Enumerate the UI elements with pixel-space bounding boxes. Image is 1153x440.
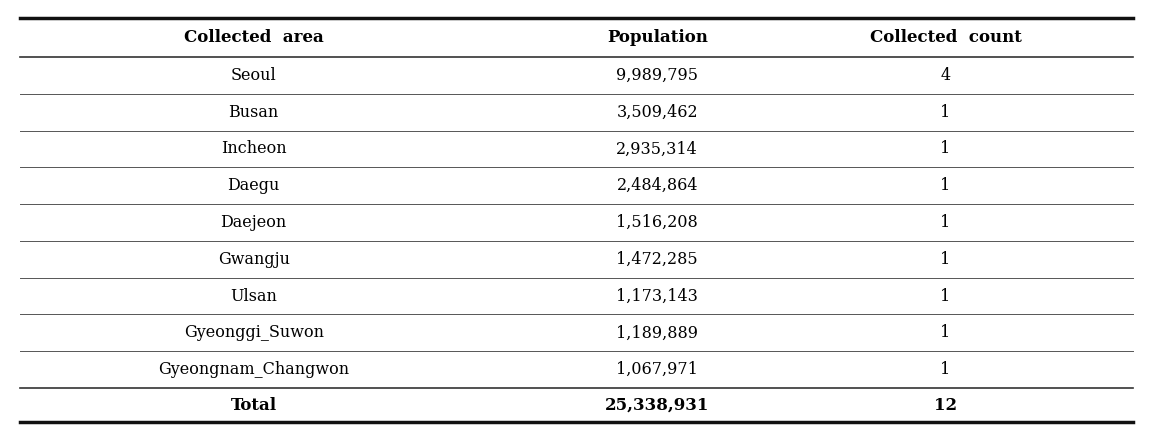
Text: 1,173,143: 1,173,143 [616, 288, 699, 304]
Text: 1: 1 [941, 104, 950, 121]
Text: Gyeonggi_Suwon: Gyeonggi_Suwon [183, 324, 324, 341]
Text: Incheon: Incheon [221, 140, 286, 158]
Text: 2,935,314: 2,935,314 [617, 140, 698, 158]
Text: 25,338,931: 25,338,931 [605, 396, 709, 414]
Text: 1,472,285: 1,472,285 [617, 251, 698, 268]
Text: Total: Total [231, 396, 277, 414]
Text: 1: 1 [941, 140, 950, 158]
Text: 4: 4 [941, 67, 950, 84]
Text: Ulsan: Ulsan [231, 288, 277, 304]
Text: 1: 1 [941, 324, 950, 341]
Text: Daegu: Daegu [227, 177, 280, 194]
Text: 9,989,795: 9,989,795 [616, 67, 699, 84]
Text: 1: 1 [941, 361, 950, 378]
Text: Gwangju: Gwangju [218, 251, 289, 268]
Text: Busan: Busan [228, 104, 279, 121]
Text: 1: 1 [941, 288, 950, 304]
Text: 1: 1 [941, 177, 950, 194]
Text: Collected  count: Collected count [869, 29, 1022, 46]
Text: Seoul: Seoul [231, 67, 277, 84]
Text: Collected  area: Collected area [183, 29, 324, 46]
Text: 1,516,208: 1,516,208 [617, 214, 698, 231]
Text: 1: 1 [941, 214, 950, 231]
Text: 3,509,462: 3,509,462 [617, 104, 698, 121]
Text: Population: Population [606, 29, 708, 46]
Text: 1,067,971: 1,067,971 [616, 361, 699, 378]
Text: Daejeon: Daejeon [220, 214, 287, 231]
Text: 1: 1 [941, 251, 950, 268]
Text: Gyeongnam_Changwon: Gyeongnam_Changwon [158, 361, 349, 378]
Text: 2,484,864: 2,484,864 [617, 177, 698, 194]
Text: 12: 12 [934, 396, 957, 414]
Text: 1,189,889: 1,189,889 [616, 324, 699, 341]
